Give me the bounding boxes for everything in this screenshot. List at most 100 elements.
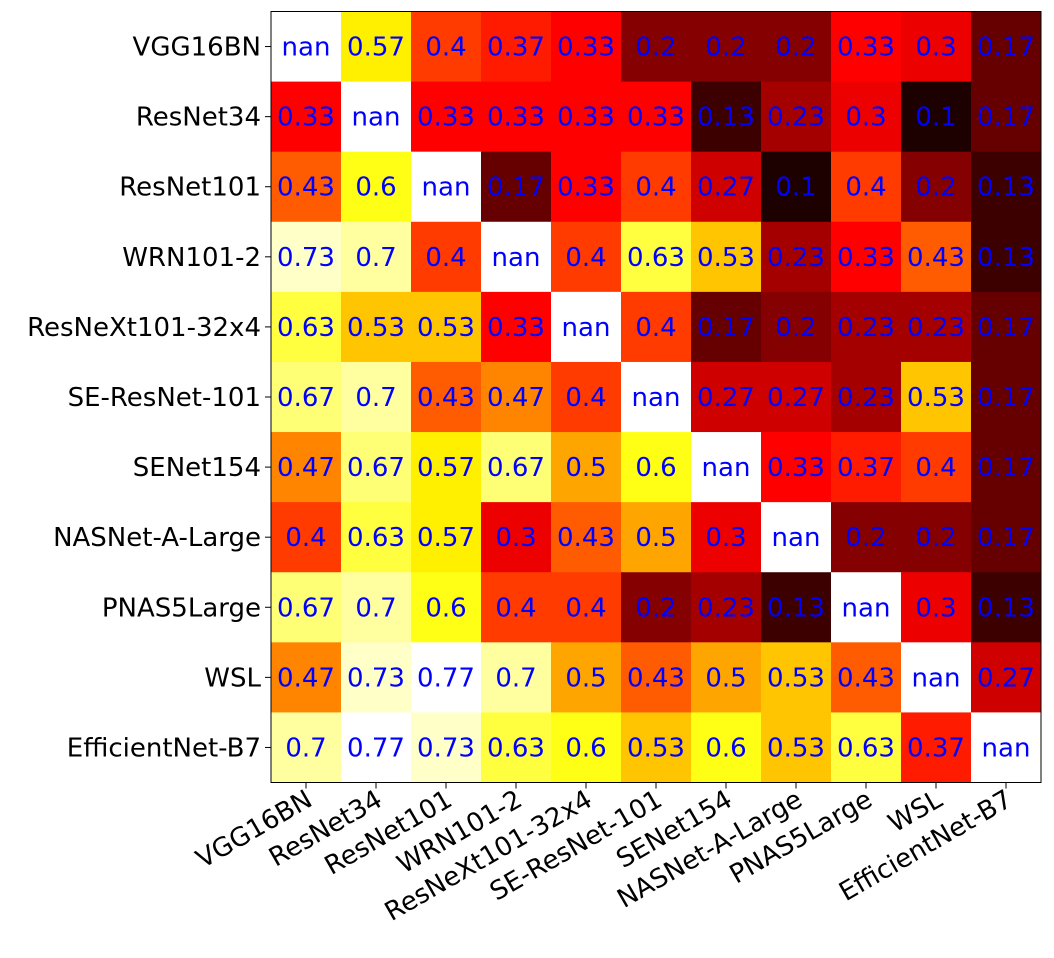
heatmap-cell [691, 151, 762, 223]
cell-value-label: nan [982, 733, 1031, 763]
cell-value-label: 0.17 [977, 103, 1035, 133]
row-tick-label: VGG16BN [133, 33, 261, 63]
heatmap-cell [551, 572, 622, 643]
heatmap-cell [831, 712, 902, 783]
cell-value-label: 0.17 [977, 453, 1035, 483]
cell-value-label: 0.4 [565, 243, 606, 273]
cell-value-label: 0.17 [977, 523, 1035, 553]
heatmap-cell [621, 712, 692, 783]
cell-value-label: 0.27 [697, 173, 755, 203]
cell-value-label: 0.57 [417, 523, 475, 553]
heatmap-cell [971, 642, 1042, 713]
heatmap-cell [761, 712, 832, 783]
row-tick-label: PNAS5Large [102, 593, 261, 623]
cell-value-label: 0.3 [915, 593, 956, 623]
cell-value-label: 0.17 [977, 383, 1035, 413]
row-tick-label: WRN101-2 [122, 243, 261, 273]
cell-text-layer: nan 0.57 0.4 0.37 0.33 0.2 0.2 0.2 0.33 0.3 0.17 0.… [277, 33, 1035, 764]
heatmap-cell [621, 151, 692, 223]
heatmap-cell [481, 502, 552, 573]
row-tick-label: SE-ResNet-101 [68, 383, 261, 413]
cell-value-label: 0.4 [915, 453, 956, 483]
cell-value-label: 0.23 [907, 313, 965, 343]
heatmap-cell [551, 432, 622, 503]
cells-layer [271, 11, 1042, 783]
heatmap-cell [901, 221, 972, 293]
heatmap-cell [551, 221, 622, 293]
heatmap-cell [621, 361, 692, 433]
heatmap-cell [411, 502, 482, 573]
heatmap-cell [831, 642, 902, 713]
heatmap-cell [551, 502, 622, 573]
heatmap-cell [691, 642, 762, 713]
heatmap-cell [621, 572, 692, 643]
cell-value-label: 0.6 [705, 733, 746, 763]
heatmap-cell [271, 11, 342, 83]
heatmap-cell [411, 712, 482, 783]
heatmap-cell [411, 642, 482, 713]
cell-value-label: 0.4 [565, 383, 606, 413]
row-tick-label: ResNeXt101-32x4 [27, 313, 261, 343]
heatmap-cell [971, 291, 1042, 363]
heatmap-cell [831, 502, 902, 573]
cell-value-label: 0.43 [837, 663, 895, 693]
heatmap-cell [271, 642, 342, 713]
heatmap-cell [761, 361, 832, 433]
cell-value-label: nan [282, 33, 331, 63]
row-tick-label: SENet154 [133, 453, 261, 483]
heatmap-cell [901, 432, 972, 503]
cell-value-label: 0.7 [355, 593, 396, 623]
heatmap-cell [901, 572, 972, 643]
cell-value-label: 0.13 [697, 103, 755, 133]
cell-value-label: nan [702, 453, 751, 483]
cell-value-label: 0.4 [425, 33, 466, 63]
cell-value-label: 0.5 [705, 663, 746, 693]
heatmap-cell [971, 81, 1042, 153]
heatmap-cell [551, 642, 622, 713]
heatmap-cell [271, 291, 342, 363]
heatmap-cell [901, 81, 972, 153]
heatmap-cell [691, 81, 762, 153]
row-tick-label: ResNet101 [119, 173, 261, 203]
cell-value-label: 0.33 [277, 103, 335, 133]
heatmap-cell [621, 291, 692, 363]
heatmap-cell [691, 502, 762, 573]
cell-value-label: 0.53 [347, 313, 405, 343]
heatmap-cell [901, 502, 972, 573]
heatmap-cell [411, 432, 482, 503]
cell-value-label: 0.33 [487, 313, 545, 343]
heatmap-cell [411, 361, 482, 433]
heatmap-cell [341, 432, 412, 503]
heatmap-cell [761, 432, 832, 503]
col-axis: VGG16BNResNet34ResNet101WRN101-2ResNeXt1… [191, 782, 1018, 928]
heatmap-cell [761, 151, 832, 223]
heatmap-cell [621, 502, 692, 573]
heatmap-cell [481, 361, 552, 433]
heatmap-cell [831, 432, 902, 503]
cell-value-label: 0.7 [355, 383, 396, 413]
cell-value-label: 0.43 [557, 523, 615, 553]
cell-value-label: 0.47 [487, 383, 545, 413]
cell-value-label: nan [632, 383, 681, 413]
heatmap-cell [551, 712, 622, 783]
heatmap-cell [411, 11, 482, 83]
cell-value-label: nan [772, 523, 821, 553]
heatmap-cell [971, 502, 1042, 573]
cell-value-label: 0.7 [285, 733, 326, 763]
cell-value-label: 0.53 [767, 733, 825, 763]
heatmap-cell [271, 502, 342, 573]
heatmap-cell [621, 221, 692, 293]
cell-value-label: 0.53 [417, 313, 475, 343]
cell-value-label: 0.53 [627, 733, 685, 763]
heatmap-cell [971, 151, 1042, 223]
cell-value-label: 0.73 [347, 663, 405, 693]
heatmap-cell [761, 502, 832, 573]
cell-value-label: 0.17 [977, 33, 1035, 63]
heatmap-cell [621, 11, 692, 83]
cell-value-label: 0.7 [495, 663, 536, 693]
cell-value-label: 0.63 [277, 313, 335, 343]
cell-value-label: 0.13 [977, 593, 1035, 623]
heatmap-cell [271, 81, 342, 153]
cell-value-label: nan [842, 593, 891, 623]
